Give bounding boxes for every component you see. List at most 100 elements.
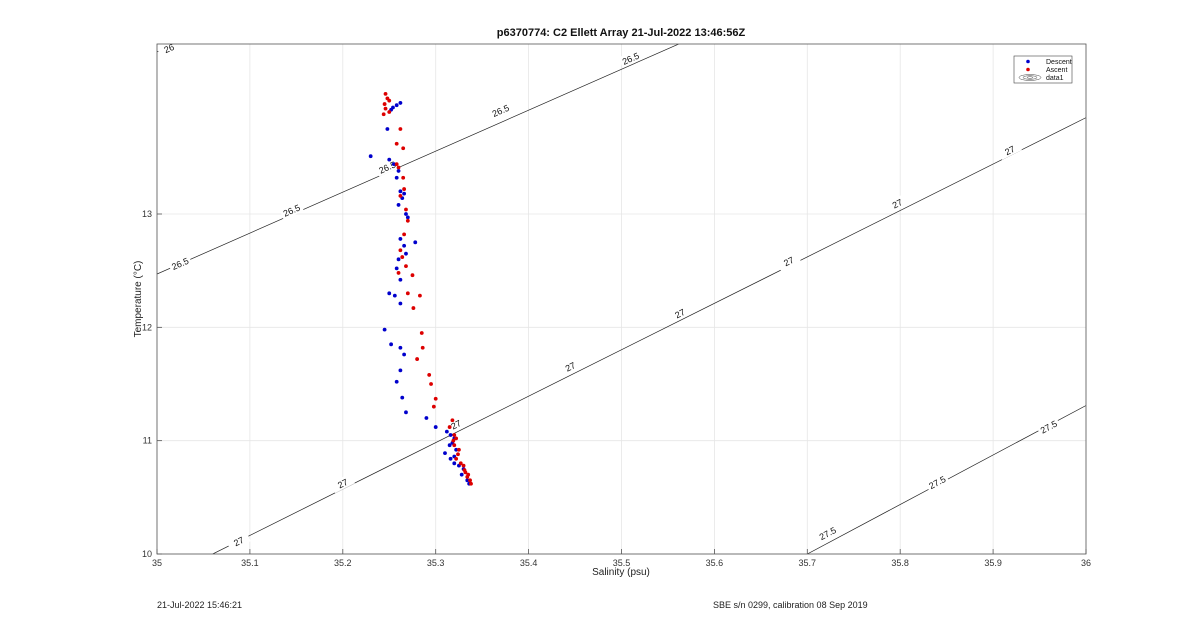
footer-calibration: SBE s/n 0299, calibration 08 Sep 2019	[713, 600, 868, 610]
x-tick-label: 35.6	[706, 558, 724, 568]
legend-label-data1: data1	[1046, 75, 1064, 82]
contour-label: 27	[782, 255, 795, 268]
point-descent	[398, 101, 403, 105]
point-descent	[443, 451, 447, 456]
legend-label-ascent: Ascent	[1046, 67, 1067, 74]
contour-label-bg	[157, 44, 182, 58]
x-tick-label: 35.1	[241, 558, 259, 568]
contour-label-group: 26.5	[279, 200, 304, 220]
contour-label-bg	[1036, 416, 1061, 437]
x-tick-label: 35	[152, 558, 162, 568]
point-descent	[387, 157, 392, 162]
contour-label-bg	[226, 531, 251, 551]
contour-label-bg	[557, 356, 583, 377]
x-tick-label: 35.9	[984, 558, 1002, 568]
x-tick-label: 35.8	[891, 558, 909, 568]
point-descent	[387, 291, 392, 296]
point-ascent	[382, 102, 387, 106]
point-ascent	[405, 218, 410, 223]
point-ascent	[454, 456, 459, 461]
point-ascent	[447, 425, 452, 429]
contour-line	[212, 117, 1086, 554]
point-ascent	[450, 418, 455, 423]
point-descent	[368, 154, 373, 159]
contour-label: 26.5	[282, 202, 302, 218]
point-descent	[448, 456, 453, 461]
contour-label-group: 27.5	[1036, 416, 1061, 437]
contour-label: 26.5	[732, 0, 752, 15]
contour-label-bg	[488, 100, 513, 120]
point-descent	[459, 472, 464, 477]
point-ascent	[387, 98, 392, 103]
point-ascent	[456, 452, 460, 457]
point-ascent	[454, 436, 459, 441]
point-ascent	[402, 187, 407, 191]
point-descent	[404, 410, 408, 415]
point-ascent	[383, 91, 388, 96]
point-descent	[404, 251, 408, 256]
point-ascent	[405, 291, 410, 296]
point-descent	[394, 103, 399, 108]
legend-box	[1013, 55, 1073, 84]
point-ascent	[404, 264, 408, 269]
point-descent	[398, 189, 403, 194]
contour-label: 27	[336, 477, 349, 490]
point-ascent	[400, 255, 405, 259]
point-descent	[424, 416, 429, 420]
x-axis-label: Salinity (psu)	[592, 567, 650, 578]
point-ascent	[398, 127, 403, 131]
point-ascent	[458, 461, 463, 466]
point-ascent	[404, 207, 408, 212]
contour-label-bg	[167, 253, 193, 273]
point-descent	[394, 175, 399, 180]
y-tick-label: 11	[143, 436, 152, 446]
x-tick-label: 35.3	[427, 558, 445, 568]
point-ascent	[451, 438, 456, 443]
data-points	[368, 91, 473, 486]
contour-label-group: 27.5	[815, 523, 840, 544]
x-tick-label: 35.2	[334, 558, 352, 568]
contour-label-group: 27	[226, 531, 251, 551]
legend-contour-icon	[1018, 74, 1042, 81]
contour-label: 27	[564, 360, 577, 373]
point-descent	[402, 243, 407, 248]
point-ascent	[457, 447, 461, 452]
point-ascent	[469, 481, 473, 486]
point-ascent	[398, 193, 403, 198]
point-ascent	[463, 470, 468, 475]
contour-label-bg	[618, 48, 643, 68]
point-descent	[398, 277, 403, 282]
point-ascent	[452, 433, 457, 437]
contour-label-group: 26.5	[488, 100, 513, 120]
point-descent	[398, 368, 403, 373]
contour-label-bg	[776, 251, 801, 271]
point-descent	[392, 293, 397, 298]
axis-ticks: 35 35.1 35.2 35.3 35.4 35.5 35.6 35.7 35.8 35.9 36…	[142, 209, 1091, 568]
contour-label: 26.5	[621, 51, 641, 67]
point-ascent	[401, 146, 406, 151]
contour-label-group: 27.5	[924, 472, 950, 493]
footer-timestamp: 21-Jul-2022 15:46:21	[157, 600, 243, 610]
point-descent	[452, 461, 457, 466]
point-ascent	[420, 345, 425, 350]
contour-label: 27	[891, 197, 904, 210]
point-descent	[398, 301, 403, 306]
point-ascent	[394, 141, 399, 146]
y-tick-label: 13	[142, 209, 152, 219]
point-descent	[398, 345, 403, 350]
point-descent	[398, 237, 403, 241]
point-descent	[396, 257, 401, 262]
contour-label-group: 27	[997, 140, 1022, 160]
point-ascent	[381, 112, 386, 117]
x-tick-label: 35.4	[520, 558, 538, 568]
contour-label-group: 26.5	[374, 157, 400, 177]
point-descent	[444, 429, 449, 434]
contour-label-group: 27	[776, 251, 801, 271]
contour-label-bg	[279, 200, 304, 220]
contour-label-group: 27	[557, 356, 583, 377]
legend: Descent Ascent data1	[1013, 55, 1073, 84]
point-descent	[402, 191, 407, 196]
point-descent	[382, 327, 387, 332]
point-descent	[433, 425, 438, 429]
